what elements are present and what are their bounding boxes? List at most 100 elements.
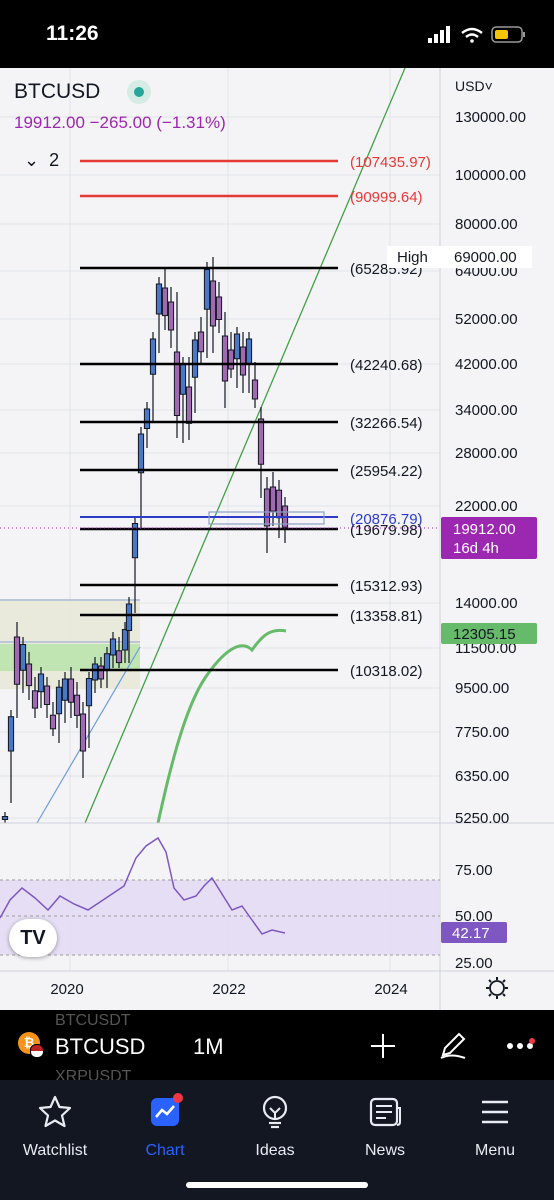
toolbar-symbol[interactable]: BTCUSD [55, 1034, 146, 1059]
candle [257, 418, 265, 465]
indicator-count: 2 [49, 150, 60, 170]
chart-area[interactable]: (107435.97) (90999.64) (65285.92) (42240.68… [0, 68, 554, 1010]
nav-label: News [364, 1142, 405, 1159]
indicator-collapse-toggle[interactable]: ⌄ 2 [24, 150, 59, 171]
price-tag-value: 19912.00 [453, 521, 516, 538]
candle [37, 673, 45, 693]
price-tick-label: 34000.00 [455, 402, 518, 419]
nav-label: Watchlist [22, 1142, 88, 1159]
menu-icon [482, 1100, 508, 1124]
candle [91, 663, 99, 681]
rsi-tick-label: 75.00 [455, 862, 493, 879]
more-icon[interactable] [506, 1038, 536, 1058]
rsi-band [0, 880, 440, 955]
candle [73, 694, 81, 716]
level-label: (19679.98) [350, 522, 423, 539]
candle [85, 678, 93, 707]
signal-icon [428, 26, 450, 43]
level-label: (13358.81) [350, 608, 423, 625]
gear-icon[interactable] [486, 977, 508, 999]
drawing-tool-icon[interactable] [437, 1029, 469, 1061]
nav-label: Chart [145, 1142, 185, 1159]
candle [149, 338, 157, 375]
candle [61, 678, 69, 701]
candle [79, 713, 87, 752]
rsi-tick-label: 50.00 [455, 908, 493, 925]
nav-label: Menu [474, 1142, 516, 1159]
ma-tag [441, 623, 537, 644]
candle [173, 351, 181, 416]
candle [67, 678, 75, 703]
price-tick-label: 28000.00 [455, 445, 518, 462]
moving-average [156, 628, 287, 824]
price-tick-label: 42000.00 [455, 356, 518, 373]
rsi-tag [441, 922, 507, 943]
candle [227, 349, 235, 370]
candle [161, 287, 169, 317]
price-tick-label: 5250.00 [455, 810, 509, 827]
candle [49, 714, 57, 730]
star-icon [38, 1095, 72, 1128]
status-bar: 11:26 [0, 0, 554, 68]
currency-selector[interactable]: USD˅ [455, 78, 493, 94]
candle [13, 636, 21, 685]
time-tick-label: 2022 [212, 981, 245, 998]
candle [31, 690, 39, 709]
trendline-green [84, 68, 406, 824]
price-tag-countdown: 16d 4h [453, 540, 499, 557]
rsi-tag-value: 42.17 [452, 925, 490, 942]
candle [19, 644, 27, 671]
price-tick-label: 7750.00 [455, 724, 509, 741]
candle [269, 486, 277, 512]
price-tick-label: 6350.00 [455, 768, 509, 785]
rsi-axis-labels: 75.00 50.00 25.00 [455, 862, 493, 972]
candle [275, 489, 283, 519]
price-tick-label: 14000.00 [455, 595, 518, 612]
home-indicator [186, 1182, 368, 1188]
level-label: (42240.68) [350, 357, 423, 374]
plus-icon[interactable] [369, 1032, 397, 1060]
rsi-tick-label: 25.00 [455, 955, 493, 972]
candle [55, 686, 63, 715]
bottom-nav: Watchlist Chart Ideas News [0, 1080, 554, 1200]
candle [115, 650, 123, 664]
interval-button[interactable]: 1M [193, 1034, 224, 1059]
wifi-icon [461, 27, 483, 43]
candle [97, 665, 105, 680]
candle [155, 283, 163, 315]
time-axis-labels: 2020 2022 2024 [50, 981, 407, 998]
price-chart[interactable]: (107435.97)(90999.64)(65285.92)(42240.68… [0, 68, 554, 1010]
candle [197, 331, 205, 353]
candle [179, 363, 187, 395]
candle [121, 629, 129, 651]
candle [239, 346, 247, 376]
candle [245, 338, 253, 365]
lightbulb-icon [262, 1095, 288, 1129]
candles [1, 257, 289, 823]
level-label-blue: (20876.79) [350, 511, 423, 528]
status-time: 11:26 [46, 22, 99, 45]
tradingview-logo-icon[interactable]: TV [9, 919, 57, 957]
candle [185, 386, 193, 424]
chart-symbol[interactable]: BTCUSD [14, 80, 101, 103]
symbol-ghost-prev: BTCUSDT [55, 1012, 131, 1029]
status-icons [428, 26, 525, 43]
candle [191, 339, 199, 378]
price-tick-label: 100000.00 [455, 167, 526, 184]
battery-icon [491, 26, 525, 43]
candle [103, 653, 111, 671]
candle [263, 488, 271, 527]
candle [209, 280, 217, 327]
ma-tag-value: 12305.15 [453, 626, 516, 643]
level-label: (32266.54) [350, 415, 423, 432]
candle [125, 603, 133, 631]
rsi-line [0, 836, 286, 935]
news-icon [369, 1097, 401, 1127]
price-tick-label: 22000.00 [455, 498, 518, 515]
price-tick-label: 130000.00 [455, 109, 526, 126]
consolidation-box [208, 511, 325, 525]
time-tick-label: 2024 [374, 981, 407, 998]
candle [7, 716, 15, 752]
high-tag-label: High [397, 249, 428, 266]
price-tick-label: 52000.00 [455, 311, 518, 328]
